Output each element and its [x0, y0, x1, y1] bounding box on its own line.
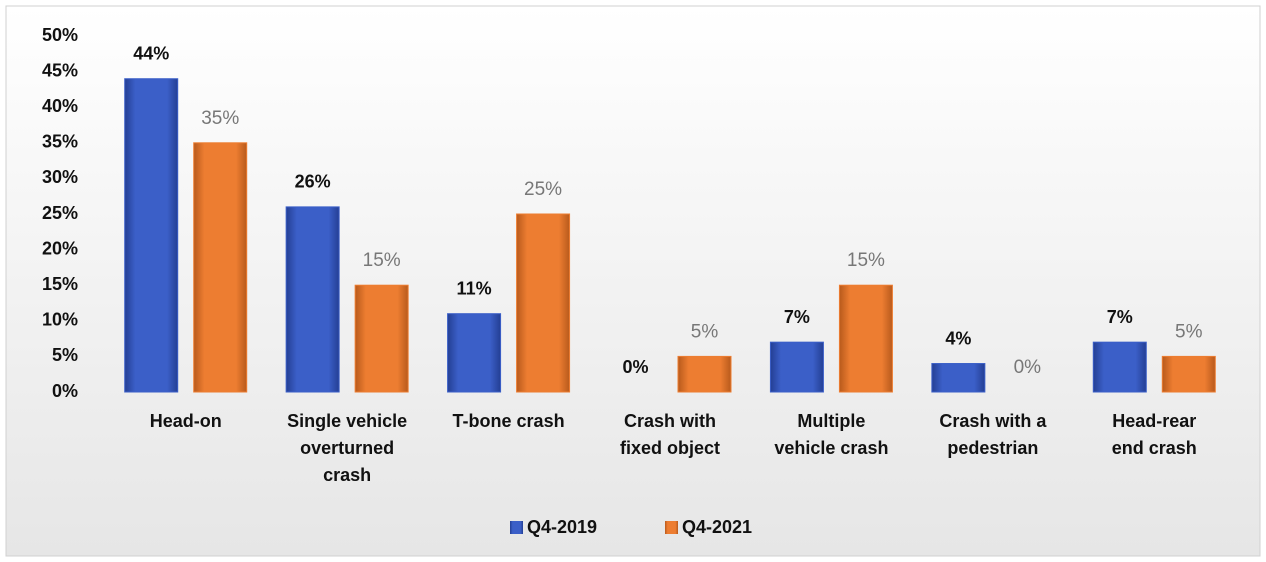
legend-label: Q4-2019	[527, 517, 597, 537]
y-tick-label: 0%	[52, 381, 78, 401]
bar	[931, 363, 986, 393]
data-label: 11%	[457, 278, 492, 298]
x-tick-label: Crash with a pedestrian	[939, 411, 1047, 458]
bar	[516, 213, 571, 393]
data-label: 7%	[784, 307, 810, 327]
data-label: 44%	[133, 43, 169, 63]
y-tick-label: 30%	[42, 167, 78, 187]
data-label: 15%	[363, 250, 401, 271]
bar	[285, 206, 340, 393]
data-label: 26%	[295, 172, 331, 192]
bar	[447, 313, 502, 393]
x-tick-label: Head-rear end crash	[1112, 411, 1197, 458]
bar	[769, 341, 824, 393]
y-tick-label: 15%	[42, 274, 78, 294]
bar	[838, 284, 893, 393]
data-label: 4%	[945, 328, 971, 348]
data-label: 35%	[201, 108, 239, 129]
y-tick-label: 50%	[42, 25, 78, 45]
x-tick-label: Single vehicle overturned crash	[287, 411, 407, 485]
data-label: 25%	[524, 179, 562, 200]
data-label: 5%	[1175, 321, 1203, 342]
bar	[677, 355, 732, 393]
data-label: 5%	[691, 321, 719, 342]
y-tick-label: 10%	[42, 310, 78, 330]
bar	[124, 78, 179, 393]
x-tick-label: Head-on	[150, 411, 222, 431]
bar	[354, 284, 409, 393]
legend-swatch	[510, 521, 523, 534]
bar	[1092, 341, 1147, 393]
data-label: 0%	[1014, 357, 1042, 378]
y-tick-label: 40%	[42, 96, 78, 116]
data-label: 15%	[847, 250, 885, 271]
x-tick-label: T-bone crash	[453, 411, 565, 431]
x-tick-label: Crash with fixed object	[620, 411, 720, 458]
x-tick-label: Multiple vehicle crash	[774, 411, 888, 458]
y-tick-label: 25%	[42, 203, 78, 223]
y-tick-label: 5%	[52, 345, 78, 365]
data-label: 0%	[622, 357, 648, 377]
legend-label: Q4-2021	[682, 517, 752, 537]
y-tick-label: 20%	[42, 238, 78, 258]
bar	[1161, 355, 1216, 393]
y-tick-label: 45%	[42, 60, 78, 80]
data-label: 7%	[1107, 307, 1133, 327]
legend-swatch	[665, 521, 678, 534]
y-tick-label: 35%	[42, 132, 78, 152]
bar	[193, 142, 248, 393]
